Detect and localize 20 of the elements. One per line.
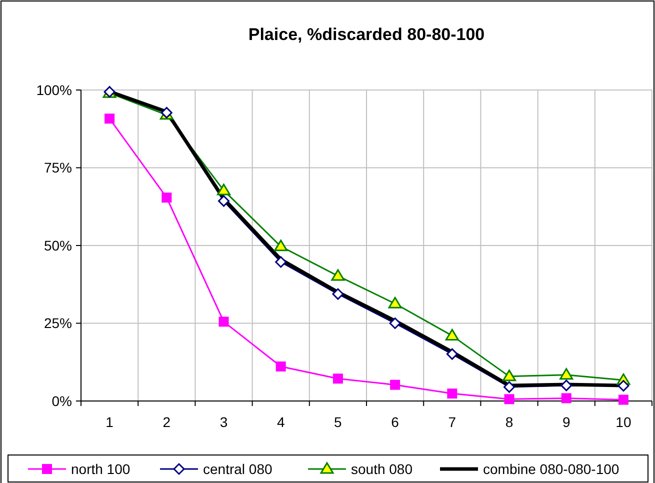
legend-label: central 080 [203, 460, 272, 477]
y-tick-label: 100% [36, 82, 72, 98]
x-tick-label: 2 [162, 414, 171, 430]
y-tick-label: 75% [44, 160, 72, 176]
x-tick-label: 10 [616, 414, 632, 430]
x-tick-label: 4 [276, 414, 285, 430]
x-tick-label: 9 [562, 414, 570, 430]
x-tick-label: 8 [505, 414, 514, 430]
legend-label: north 100 [71, 460, 130, 477]
legend-label: south 080 [351, 460, 413, 477]
chart-title: Plaice, %discarded 80-80-100 [248, 25, 485, 44]
y-tick-label: 50% [44, 237, 72, 254]
legend-label: combine 080-080-100 [483, 460, 620, 477]
x-tick-label: 3 [220, 414, 228, 430]
y-tick-label: 0% [52, 392, 72, 409]
y-tick-label: 25% [44, 315, 72, 332]
x-tick-label: 6 [391, 414, 400, 430]
x-tick-label: 5 [334, 414, 342, 430]
x-tick-label: 7 [448, 414, 456, 430]
x-tick-label: 1 [106, 414, 114, 430]
